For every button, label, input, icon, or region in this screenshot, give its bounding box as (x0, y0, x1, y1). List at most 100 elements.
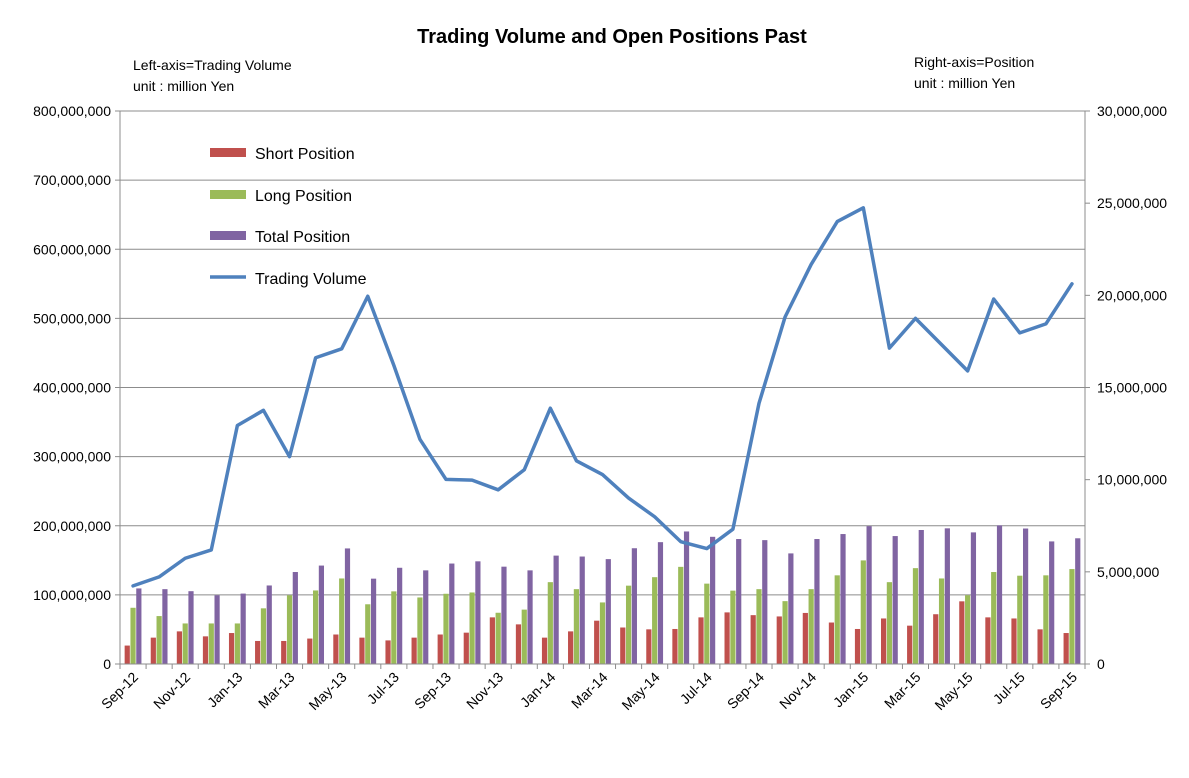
bar-long-position (548, 582, 553, 664)
bar-long-position (157, 616, 162, 664)
bar-short-position (490, 617, 495, 664)
bar-short-position (438, 635, 443, 664)
bar-long-position (443, 594, 448, 664)
legend-swatch-total-position (210, 231, 246, 240)
bar-total-position (527, 570, 532, 664)
left-axis-tick-label: 700,000,000 (33, 172, 111, 188)
bar-short-position (907, 626, 912, 664)
bar-long-position (235, 623, 240, 664)
bar-total-position (736, 539, 741, 664)
gridlines (120, 111, 1085, 595)
bar-total-position (867, 526, 872, 664)
bar-total-position (554, 556, 559, 664)
bar-total-position (293, 572, 298, 664)
bar-long-position (965, 595, 970, 664)
x-axis-tick-label: Jul-15 (990, 669, 1028, 707)
bar-short-position (1064, 633, 1069, 664)
bar-long-position (756, 589, 761, 664)
right-axis-tick-label: 5,000,000 (1097, 564, 1159, 580)
bar-long-position (939, 578, 944, 664)
bar-short-position (281, 641, 286, 664)
bar-total-position (449, 564, 454, 664)
bar-long-position (782, 601, 787, 664)
bar-short-position (698, 617, 703, 664)
bar-long-position (261, 608, 266, 664)
bar-short-position (1011, 618, 1016, 664)
bar-total-position (214, 595, 219, 664)
x-axis-tick-label: Nov-14 (776, 669, 819, 712)
x-axis-tick-label: May-13 (305, 669, 349, 713)
line-series (133, 208, 1072, 586)
bar-total-position (840, 534, 845, 664)
bar-total-position (501, 567, 506, 664)
bar-total-position (893, 536, 898, 664)
x-axis-tick-label: Mar-14 (568, 669, 611, 712)
legend: Short Position Long Position Total Posit… (210, 146, 367, 288)
bar-total-position (162, 589, 167, 664)
bar-long-position (600, 602, 605, 664)
x-axis-tick-label: Sep-14 (724, 669, 767, 712)
bar-long-position (626, 586, 631, 664)
bar-short-position (229, 633, 234, 664)
left-axis-tick-label: 300,000,000 (33, 449, 111, 465)
bar-long-position (313, 590, 318, 664)
right-axis-tick-label: 25,000,000 (1097, 195, 1167, 211)
bar-short-position (594, 621, 599, 664)
bar-short-position (1037, 629, 1042, 664)
bar-long-position (130, 608, 135, 664)
bar-short-position (464, 633, 469, 664)
bar-short-position (620, 628, 625, 664)
bar-short-position (751, 615, 756, 664)
legend-label-trading-volume: Trading Volume (255, 271, 367, 288)
bar-long-position (183, 623, 188, 664)
bar-short-position (203, 636, 208, 664)
bar-long-position (574, 589, 579, 664)
bar-long-position (209, 623, 214, 664)
bar-short-position (725, 612, 730, 664)
bar-short-position (881, 618, 886, 664)
bar-total-position (136, 588, 141, 664)
bar-total-position (1023, 529, 1028, 664)
bar-total-position (1075, 538, 1080, 664)
bar-short-position (777, 616, 782, 664)
bar-long-position (809, 589, 814, 664)
left-axis-note-line1: Left-axis=Trading Volume (133, 57, 292, 73)
bar-long-position (1069, 569, 1074, 664)
bar-long-position (522, 610, 527, 664)
bar-long-position (991, 572, 996, 664)
bar-total-position (788, 553, 793, 664)
left-axis-tick-label: 400,000,000 (33, 380, 111, 396)
left-axis-tick-label: 600,000,000 (33, 241, 111, 257)
chart-title: Trading Volume and Open Positions Past (417, 26, 807, 48)
bar-long-position (730, 591, 735, 664)
bar-total-position (241, 594, 246, 664)
x-axis-tick-label: Jul-13 (364, 669, 402, 707)
legend-label-long-position: Long Position (255, 188, 352, 205)
bar-short-position (516, 624, 521, 664)
x-axis-tick-label: Jul-14 (677, 669, 715, 707)
bar-total-position (1049, 541, 1054, 664)
right-axis-note-line2: unit : million Yen (914, 75, 1015, 91)
x-axis-tick-label: Jan-14 (517, 669, 559, 711)
bar-long-position (704, 584, 709, 664)
x-axis-tick-label: Jan-15 (830, 669, 872, 711)
left-axis-tick-label: 500,000,000 (33, 310, 111, 326)
bar-total-position (814, 539, 819, 664)
x-axis-tick-label: Mar-15 (881, 669, 924, 712)
legend-swatch-long-position (210, 190, 246, 199)
bar-total-position (397, 568, 402, 664)
bar-long-position (1043, 575, 1048, 664)
right-axis-tick-label: 0 (1097, 656, 1105, 672)
x-axis-tick-label: Jan-13 (204, 669, 246, 711)
left-axis-tick-label: 100,000,000 (33, 587, 111, 603)
right-axis-tick-label: 10,000,000 (1097, 472, 1167, 488)
bar-short-position (359, 638, 364, 664)
bar-total-position (684, 531, 689, 664)
bar-short-position (646, 629, 651, 664)
right-axis-note-line1: Right-axis=Position (914, 54, 1034, 70)
bar-short-position (307, 639, 312, 664)
bar-short-position (125, 646, 130, 664)
bar-short-position (177, 631, 182, 664)
bar-long-position (287, 595, 292, 664)
